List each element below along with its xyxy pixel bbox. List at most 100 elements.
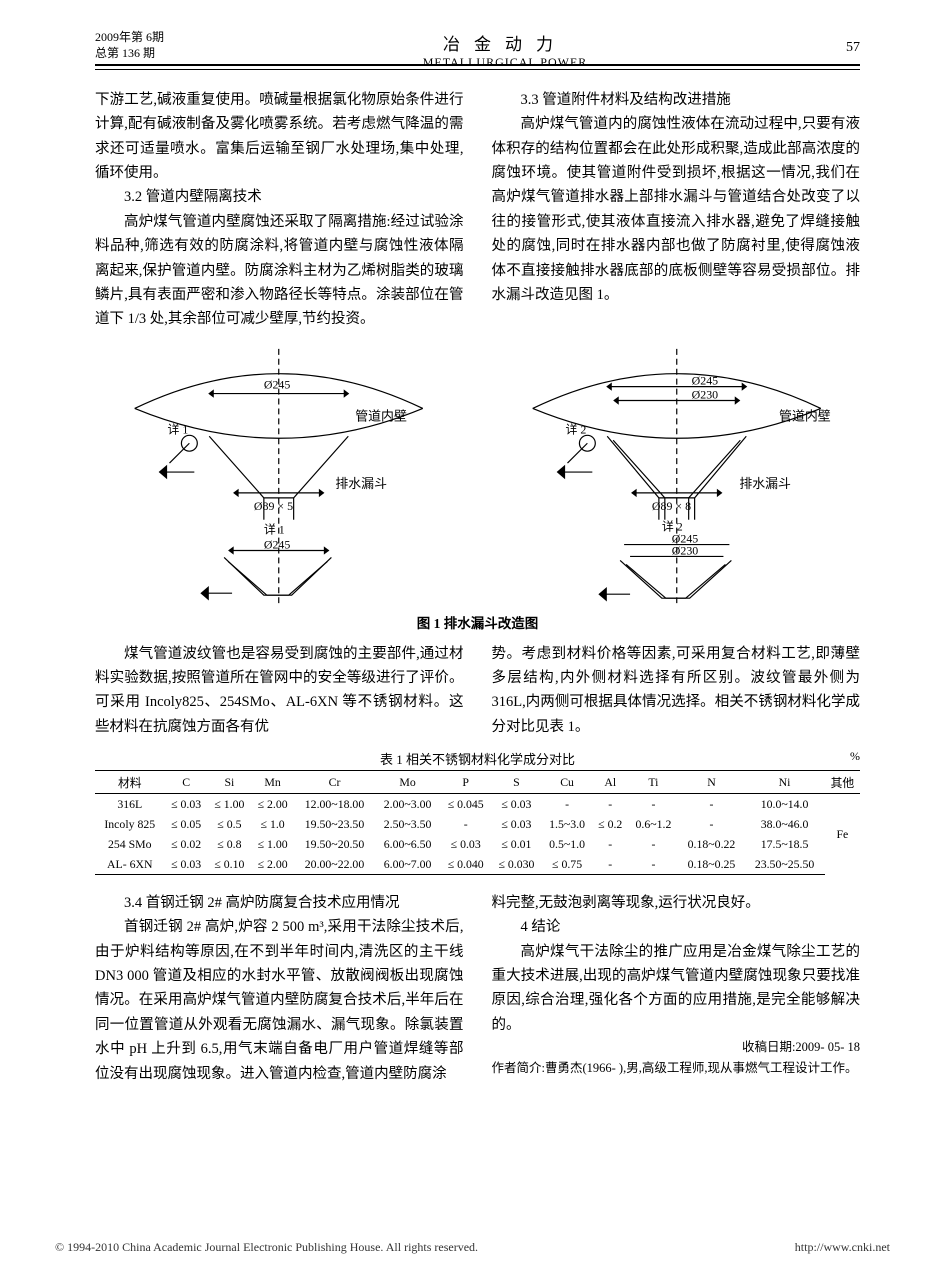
table-cell: 20.00~22.00 [294, 854, 375, 875]
table-cell: - [592, 794, 628, 815]
table-cell: 1.5~3.0 [542, 814, 593, 834]
table-cell: 0.18~0.25 [679, 854, 745, 875]
table-cell: ≤ 0.05 [165, 814, 208, 834]
table-cell: ≤ 2.00 [251, 794, 294, 815]
table-header-cell: C [165, 771, 208, 794]
table-cell: 19.50~23.50 [294, 814, 375, 834]
table-cell: - [628, 794, 679, 815]
table-cell: - [592, 834, 628, 854]
paragraph: 势。考虑到材料价格等因素,可采用复合材料工艺,即薄壁多层结构,内外侧材料选择有所… [492, 642, 861, 739]
bottom-right-column: 料完整,无鼓泡剥离等现象,运行状况良好。 4 结论 高炉煤气干法除尘的推广应用是… [492, 891, 861, 1086]
table-cell: ≤ 0.040 [440, 854, 491, 875]
table-cell: 6.00~7.00 [375, 854, 441, 875]
dim-text: Ø89 × 5 [254, 498, 293, 512]
table-cell: ≤ 0.5 [208, 814, 251, 834]
mid-left-column: 煤气管道波纹管也是容易受到腐蚀的主要部件,通过材料实验数据,按照管道所在管网中的… [95, 642, 464, 739]
table-cell: ≤ 0.75 [542, 854, 593, 875]
table-header-cell: P [440, 771, 491, 794]
journal-title-en: METALLURGICAL POWER [164, 55, 846, 70]
detail-text: 详 1 [264, 522, 285, 536]
table-cell: - [440, 814, 491, 834]
table-cell: ≤ 0.2 [592, 814, 628, 834]
table-header-cell: N [679, 771, 745, 794]
dim-text: Ø245 [264, 377, 291, 391]
table-1-title: 表 1 相关不锈钢材料化学成分对比 % [95, 749, 860, 768]
dim-text: Ø245 [691, 373, 718, 387]
author-bio: 作者简介:曹勇杰(1966- ),男,高级工程师,现从事燃气工程设计工作。 [492, 1058, 861, 1079]
journal-title-cn: 冶金动力 [164, 30, 846, 55]
table-row: 316L≤ 0.03≤ 1.00≤ 2.0012.00~18.002.00~3.… [95, 794, 860, 815]
table-cell: 17.5~18.5 [744, 834, 825, 854]
table-cell: 19.50~20.50 [294, 834, 375, 854]
figure-1-left-svg: Ø245 管道内壁 详 1 Ø89 × 5 排水漏斗 详 1 Ø245 [95, 348, 463, 608]
label-text: 排水漏斗 [335, 476, 387, 491]
table-cell: 38.0~46.0 [744, 814, 825, 834]
table-cell: - [679, 794, 745, 815]
table-cell: 2.50~3.50 [375, 814, 441, 834]
table-header-cell: Si [208, 771, 251, 794]
dim-text: Ø89 × 8 [651, 498, 690, 512]
table-cell: 23.50~25.50 [744, 854, 825, 875]
paragraph: 高炉煤气管道内壁腐蚀还采取了隔离措施:经过试验涂料品种,筛选有效的防腐涂料,将管… [95, 210, 464, 332]
paragraph: 煤气管道波纹管也是容易受到腐蚀的主要部件,通过材料实验数据,按照管道所在管网中的… [95, 642, 464, 739]
table-cell: 254 SMo [95, 834, 165, 854]
table-cell: 6.00~6.50 [375, 834, 441, 854]
table-header-cell: S [491, 771, 542, 794]
table-header-cell: 材料 [95, 771, 165, 794]
section-3-4-title: 3.4 首钢迁钢 2# 高炉防腐复合技术应用情况 [95, 891, 464, 915]
paragraph: 料完整,无鼓泡剥离等现象,运行状况良好。 [492, 891, 861, 915]
table-header-cell: Ni [744, 771, 825, 794]
label-text: 排水漏斗 [739, 476, 791, 491]
table-cell: 10.0~14.0 [744, 794, 825, 815]
receive-date: 收稿日期:2009- 05- 18 [492, 1037, 861, 1058]
table-title-text: 表 1 相关不锈钢材料化学成分对比 [380, 752, 575, 767]
journal-title-block: 冶金动力 METALLURGICAL POWER [164, 30, 846, 70]
table-cell: 0.18~0.22 [679, 834, 745, 854]
mid-right-column: 势。考虑到材料价格等因素,可采用复合材料工艺,即薄壁多层结构,内外侧材料选择有所… [492, 642, 861, 739]
table-cell: ≤ 1.00 [251, 834, 294, 854]
paragraph: 首钢迁钢 2# 高炉,炉容 2 500 m³,采用干法除尘技术后,由于炉料结构等… [95, 915, 464, 1086]
table-header-cell: Al [592, 771, 628, 794]
page-header: 2009年第 6期 总第 136 期 冶金动力 METALLURGICAL PO… [95, 30, 860, 66]
section-3-2-title: 3.2 管道内壁隔离技术 [95, 185, 464, 209]
table-1: 材料CSiMnCrMoPSCuAlTiNNi其他 316L≤ 0.03≤ 1.0… [95, 770, 860, 875]
table-header-cell: Mn [251, 771, 294, 794]
label-text: 管道内壁 [355, 408, 407, 423]
mid-text-columns: 煤气管道波纹管也是容易受到腐蚀的主要部件,通过材料实验数据,按照管道所在管网中的… [95, 642, 860, 739]
table-cell: 0.5~1.0 [542, 834, 593, 854]
figure-1-caption: 图 1 排水漏斗改造图 [95, 612, 860, 632]
table-header-cell: Ti [628, 771, 679, 794]
table-cell: ≤ 0.03 [165, 794, 208, 815]
table-cell: 0.6~1.2 [628, 814, 679, 834]
table-cell: ≤ 0.045 [440, 794, 491, 815]
label-text: 管道内壁 [779, 408, 831, 423]
issue-line-1: 2009年第 6期 [95, 30, 164, 46]
copyright-text: © 1994-2010 China Academic Journal Elect… [55, 1240, 478, 1255]
footer-url: http://www.cnki.net [795, 1240, 890, 1255]
table-cell: AL- 6XN [95, 854, 165, 875]
top-text-columns: 下游工艺,碱液重复使用。喷碱量根据氯化物原始条件进行计算,配有碱液制备及雾化喷雾… [95, 88, 860, 332]
top-right-column: 3.3 管道附件材料及结构改进措施 高炉煤气管道内的腐蚀性液体在流动过程中,只要… [492, 88, 861, 332]
table-header-cell: Mo [375, 771, 441, 794]
issue-info: 2009年第 6期 总第 136 期 [95, 30, 164, 61]
bottom-left-column: 3.4 首钢迁钢 2# 高炉防腐复合技术应用情况 首钢迁钢 2# 高炉,炉容 2… [95, 891, 464, 1086]
table-cell: ≤ 2.00 [251, 854, 294, 875]
table-cell: 2.00~3.00 [375, 794, 441, 815]
detail-text: 详 1 [168, 422, 189, 436]
table-cell: ≤ 1.0 [251, 814, 294, 834]
paragraph: 高炉煤气管道内的腐蚀性液体在流动过程中,只要有液体积存的结构位置都会在此处形成积… [492, 112, 861, 307]
table-header-cell: Cr [294, 771, 375, 794]
dim-text: Ø245 [264, 537, 291, 551]
table-cell: ≤ 0.03 [440, 834, 491, 854]
table-cell-merged: Fe [825, 794, 860, 875]
table-cell: ≤ 1.00 [208, 794, 251, 815]
table-cell: ≤ 0.8 [208, 834, 251, 854]
top-left-column: 下游工艺,碱液重复使用。喷碱量根据氯化物原始条件进行计算,配有碱液制备及雾化喷雾… [95, 88, 464, 332]
paragraph: 下游工艺,碱液重复使用。喷碱量根据氯化物原始条件进行计算,配有碱液制备及雾化喷雾… [95, 88, 464, 185]
table-cell: - [592, 854, 628, 875]
table-cell: 12.00~18.00 [294, 794, 375, 815]
paragraph: 高炉煤气干法除尘的推广应用是冶金煤气除尘工艺的重大技术进展,出现的高炉煤气管道内… [492, 940, 861, 1037]
table-unit: % [850, 749, 860, 764]
table-cell: 316L [95, 794, 165, 815]
table-cell: ≤ 0.01 [491, 834, 542, 854]
